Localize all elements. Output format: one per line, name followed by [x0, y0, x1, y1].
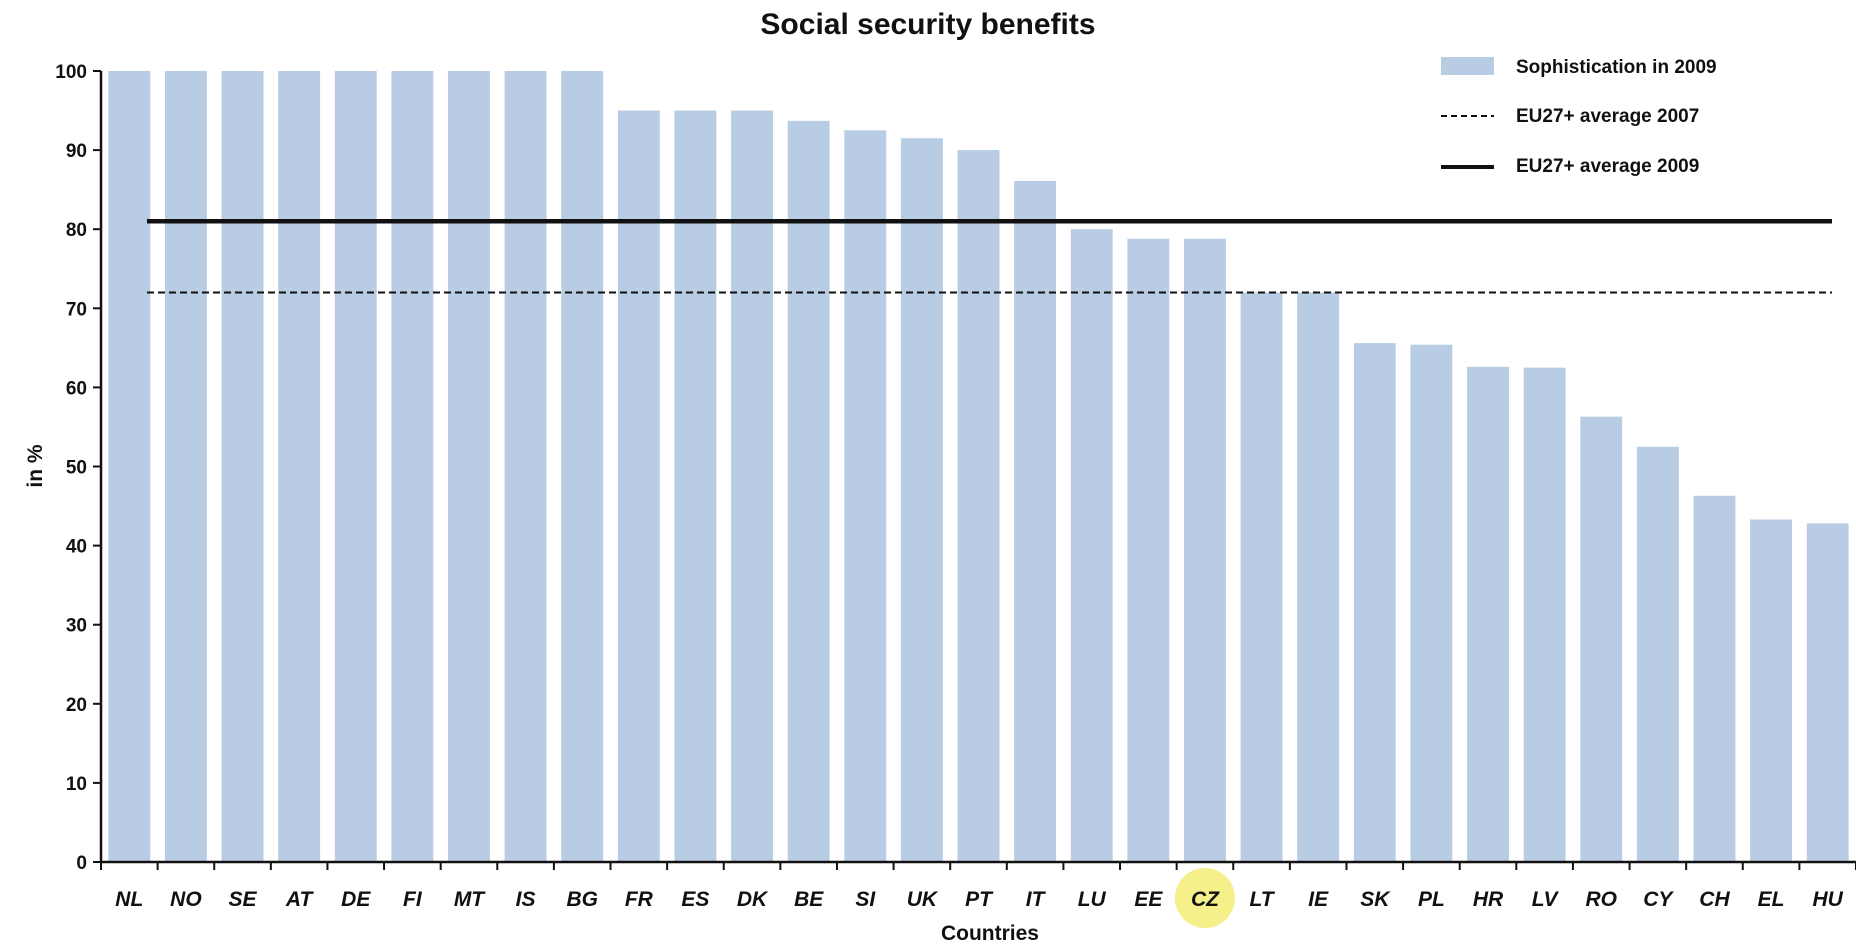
x-tick-label-de: DE — [341, 888, 371, 911]
bar-fr — [617, 110, 660, 863]
y-tick-label-20: 20 — [66, 695, 87, 716]
x-tick-label-uk: UK — [907, 888, 939, 911]
y-tick-label-10: 10 — [66, 774, 87, 795]
bar-lu — [1070, 229, 1113, 862]
reference-lines-group — [147, 219, 1832, 294]
x-tick-label-se: SE — [229, 888, 258, 911]
bar-de — [334, 71, 377, 862]
bar-el — [1750, 519, 1793, 862]
x-tick-label-hu: HU — [1813, 888, 1844, 911]
x-tick-label-nl: NL — [115, 888, 143, 911]
y-tick-label-0: 0 — [76, 853, 87, 874]
x-tick-label-fr: FR — [625, 888, 654, 911]
x-tick-label-bg: BG — [566, 888, 598, 911]
chart-title: Social security benefits — [760, 8, 1095, 41]
bar-ch — [1693, 495, 1736, 862]
x-tick-label-hr: HR — [1473, 888, 1504, 911]
legend-label-avg-2009: EU27+ average 2009 — [1516, 156, 1699, 177]
bar-pt — [957, 150, 1000, 863]
bar-be — [787, 120, 830, 862]
x-tick-label-si: SI — [855, 888, 876, 911]
x-tick-label-it: IT — [1026, 888, 1047, 911]
y-tick-label-80: 80 — [66, 220, 87, 241]
bar-uk — [900, 138, 943, 863]
x-tick-label-ro: RO — [1585, 888, 1617, 911]
bar-sk — [1353, 343, 1396, 862]
x-tick-label-cy: CY — [1643, 888, 1674, 911]
bar-cz — [1184, 238, 1226, 862]
bar-dk — [731, 110, 773, 863]
y-ticks-group: 0 10 20 30 40 50 60 70 80 90 100 — [55, 62, 101, 874]
bar-fi — [391, 71, 434, 862]
y-tick-label-60: 60 — [66, 378, 87, 399]
x-tick-label-el: EL — [1758, 888, 1785, 911]
bar-se — [221, 71, 264, 862]
legend: Sophistication in 2009 EU27+ average 200… — [1441, 57, 1717, 177]
x-tick-label-lv: LV — [1532, 888, 1560, 911]
x-tick-label-sk: SK — [1360, 888, 1391, 911]
y-axis-label: in % — [24, 444, 47, 487]
x-tick-label-ie: IE — [1308, 888, 1329, 911]
x-tick-label-dk: DK — [737, 888, 769, 911]
x-axis-label: Countries — [941, 922, 1039, 945]
bar-bg — [561, 71, 604, 862]
bars-group — [108, 71, 1849, 863]
bar-hr — [1467, 366, 1509, 862]
x-tick-label-no: NO — [170, 888, 202, 911]
y-tick-label-50: 50 — [66, 458, 87, 479]
y-tick-label-70: 70 — [66, 299, 87, 320]
bar-at — [278, 71, 321, 862]
bar-lt — [1240, 292, 1283, 863]
x-tick-labels-group: NL NO SE AT DE FI MT IS BG FR ES DK BE SI UK PT IT LU EE CZ… — [100, 862, 1856, 911]
x-tick-label-cz: CZ — [1191, 888, 1220, 911]
y-tick-label-90: 90 — [66, 141, 87, 162]
bar-ro — [1580, 416, 1623, 862]
x-tick-label-be: BE — [794, 888, 824, 911]
bar-nl — [108, 71, 151, 862]
bar-no — [164, 71, 207, 862]
x-tick-label-lt: LT — [1250, 888, 1276, 911]
legend-label-sophistication: Sophistication in 2009 — [1516, 57, 1717, 78]
bar-hu — [1806, 523, 1849, 862]
x-tick-label-ch: CH — [1699, 888, 1730, 911]
legend-swatch-sophistication — [1441, 57, 1494, 75]
x-tick-label-ee: EE — [1134, 888, 1163, 911]
bar-mt — [448, 71, 490, 862]
x-tick-label-pl: PL — [1418, 888, 1445, 911]
x-tick-label-es: ES — [681, 888, 709, 911]
x-tick-label-is: IS — [516, 888, 536, 911]
x-tick-label-fi: FI — [403, 888, 423, 911]
x-tick-label-mt: MT — [454, 888, 486, 911]
y-tick-label-30: 30 — [66, 616, 87, 637]
highlight-layer — [1174, 868, 1235, 928]
x-tick-label-lu: LU — [1078, 888, 1107, 911]
bar-pl — [1410, 344, 1453, 862]
legend-label-avg-2007: EU27+ average 2007 — [1516, 106, 1699, 127]
y-tick-label-40: 40 — [66, 537, 87, 558]
y-tick-label-100: 100 — [55, 62, 87, 83]
bar-ie — [1297, 292, 1340, 863]
bar-ee — [1127, 238, 1170, 862]
x-tick-label-pt: PT — [965, 888, 994, 911]
highlight-marker-cz — [1174, 868, 1235, 928]
bar-it — [1014, 180, 1057, 863]
bar-cy — [1636, 446, 1679, 862]
bar-is — [504, 71, 547, 862]
bar-lv — [1523, 367, 1566, 862]
x-tick-label-at: AT — [285, 888, 315, 911]
bar-es — [674, 110, 717, 863]
bar-si — [844, 130, 887, 862]
